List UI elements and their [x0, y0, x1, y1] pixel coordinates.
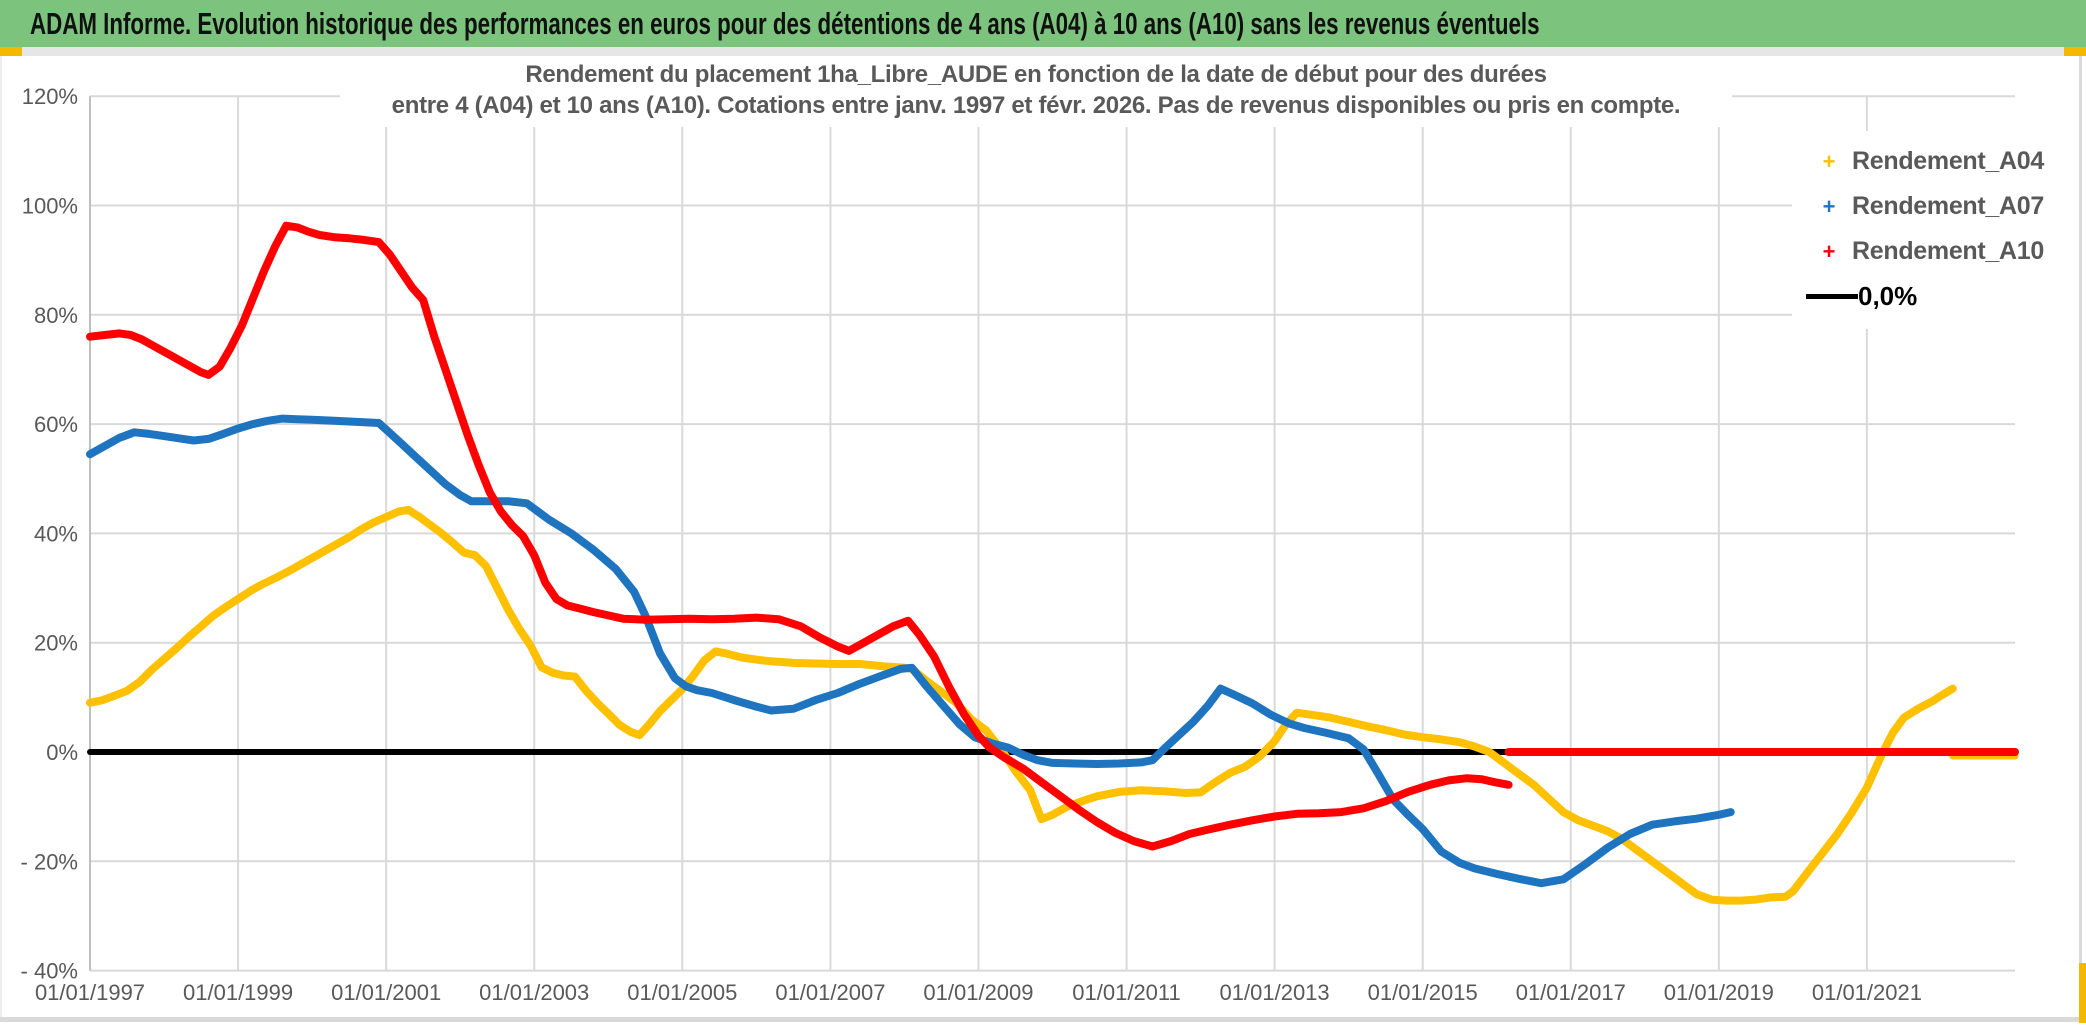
legend-label: Rendement_A10 [1852, 237, 2044, 265]
chart-legend: + Rendement_A04 + Rendement_A07 + Rendem… [1792, 131, 2082, 329]
x-axis-tick-label: 01/01/2013 [1220, 980, 1330, 1005]
header-bar: ADAM Informe. Evolution historique des p… [0, 0, 2086, 47]
accent-top-left [0, 47, 22, 56]
x-axis-tick-label: 01/01/2009 [923, 980, 1033, 1005]
series-line-rendement-a07 [86, 414, 1735, 888]
x-axis-tick-label: 01/01/2015 [1368, 980, 1478, 1005]
y-axis-tick-label: 40% [34, 521, 78, 546]
legend-label: 0,0% [1858, 281, 1918, 311]
plus-marker-icon: + [1822, 148, 1836, 174]
y-axis-tick-label: - 40% [21, 959, 78, 984]
chart-frame-bottom [0, 1017, 2086, 1022]
legend-entry-zero: 0,0% [1806, 274, 2082, 319]
chart-frame-left [0, 56, 2, 1017]
y-axis-tick-label: 60% [34, 412, 78, 437]
y-axis-tick-label: 100% [22, 194, 78, 219]
chart-title-line2: entre 4 (A04) et 10 ans (A10). Cotations… [391, 92, 1681, 119]
plus-marker-icon: + [1822, 238, 1836, 264]
accent-top-right [2064, 47, 2086, 56]
x-axis-tick-label: 01/01/2007 [775, 980, 885, 1005]
y-axis-tick-label: 80% [34, 303, 78, 328]
zero-line-icon [1806, 294, 1858, 299]
x-axis-tick-label: 01/01/1997 [35, 980, 145, 1005]
legend-label: Rendement_A07 [1852, 192, 2044, 220]
x-axis-tick-label: 01/01/2003 [479, 980, 589, 1005]
legend-entry-a04: + Rendement_A04 [1806, 139, 2082, 184]
plus-marker-icon: + [1822, 193, 1836, 219]
y-axis-tick-label: 120% [22, 84, 78, 109]
x-axis-tick-label: 01/01/2017 [1516, 980, 1626, 1005]
x-axis-tick-label: 01/01/2005 [627, 980, 737, 1005]
x-axis-tick-label: 01/01/2021 [1812, 980, 1922, 1005]
x-axis-tick-label: 01/01/2001 [331, 980, 441, 1005]
header-divider [0, 47, 2086, 56]
series-line-rendement-a04 [86, 505, 1957, 905]
chart-title: Rendement du placement 1ha_Libre_AUDE en… [340, 57, 1732, 127]
chart-title-line1: Rendement du placement 1ha_Libre_AUDE en… [525, 61, 1547, 88]
series-line-rendement-a10 [86, 221, 1513, 851]
page-title: ADAM Informe. Evolution historique des p… [30, 5, 1540, 41]
chart-frame-right [2079, 56, 2082, 1017]
legend-entry-a07: + Rendement_A07 [1806, 184, 2082, 229]
x-axis-tick-label: 01/01/2011 [1072, 980, 1180, 1005]
x-axis-tick-label: 01/01/1999 [183, 980, 293, 1005]
legend-label: Rendement_A04 [1852, 147, 2044, 175]
legend-entry-a10: + Rendement_A10 [1806, 229, 2082, 274]
accent-bottom-right [2079, 963, 2086, 1023]
y-axis-tick-label: - 20% [21, 849, 78, 874]
x-axis-tick-label: 01/01/2019 [1664, 980, 1774, 1005]
y-axis-tick-label: 20% [34, 631, 78, 656]
y-axis-tick-label: 0% [46, 740, 78, 765]
